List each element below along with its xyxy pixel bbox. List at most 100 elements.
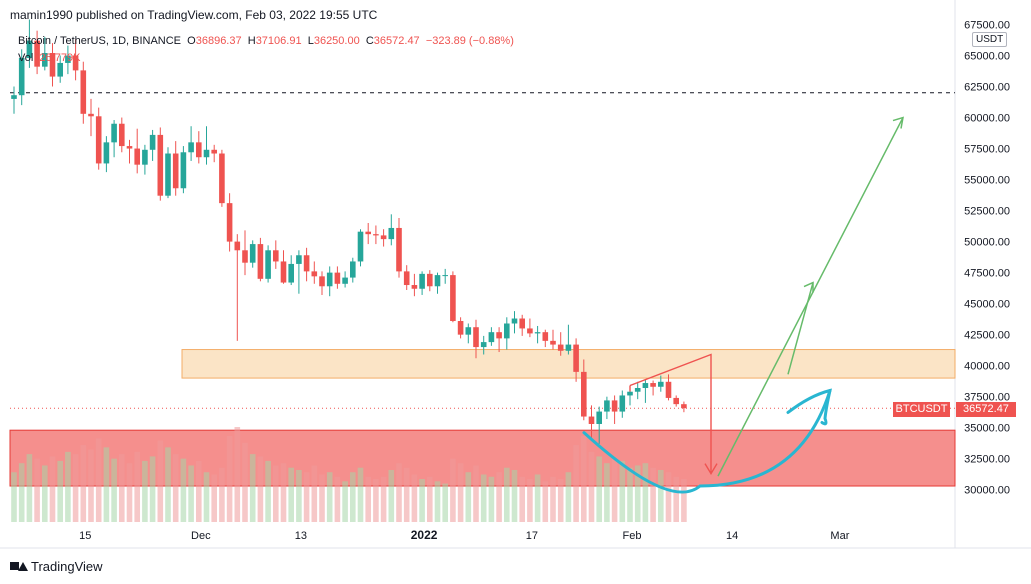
brand-name: TradingView <box>31 558 103 574</box>
currency-button[interactable]: USDT <box>972 32 1008 47</box>
candle-body <box>26 40 33 58</box>
close-value: 36572.47 <box>373 35 420 47</box>
volume-value: 26.779K <box>39 52 81 64</box>
red-projection-line <box>629 353 712 474</box>
volume-bar <box>465 472 472 522</box>
candle-body <box>249 244 256 263</box>
volume-bar <box>57 460 63 522</box>
volume-bar <box>650 467 656 522</box>
price-tick-label: 37500.00 <box>964 392 1010 404</box>
volume-bar <box>388 469 395 522</box>
volume-bar <box>581 436 587 522</box>
candle-body <box>396 227 402 272</box>
volume-bar <box>280 463 287 522</box>
candle-body <box>265 250 271 279</box>
volume-bar <box>442 483 448 522</box>
candle-body <box>373 234 379 236</box>
volume-bar <box>365 476 371 522</box>
green-target-line <box>717 117 904 477</box>
volume-bar <box>334 476 341 522</box>
drawings <box>582 116 904 494</box>
candle-body <box>280 261 287 283</box>
candle-body <box>18 57 25 96</box>
volume-bar <box>350 472 356 522</box>
volume-bar <box>588 451 595 522</box>
volume-bar <box>242 442 248 522</box>
last-price-tag: 36572.47 <box>956 402 1016 417</box>
volume-bar <box>80 445 87 522</box>
red-arrow-head <box>704 463 718 475</box>
volume-bar <box>165 447 171 522</box>
candle-body <box>496 332 502 339</box>
candle-body <box>72 55 79 71</box>
volume-bar <box>111 458 117 522</box>
volume-bar <box>219 467 225 522</box>
volume-bar <box>319 474 325 522</box>
volume-bar <box>658 469 664 522</box>
symbol-name[interactable]: Bitcoin / TetherUS, 1D, BINANCE <box>18 35 182 47</box>
candle-body <box>581 371 587 417</box>
volume-bars <box>11 427 687 522</box>
volume-bar <box>511 469 518 522</box>
volume-bar <box>634 465 641 522</box>
volume-bar <box>665 472 672 522</box>
candles <box>11 19 687 444</box>
volume-bar <box>42 465 48 522</box>
candle-body <box>357 231 364 262</box>
volume-bar <box>419 479 425 522</box>
volume-bar <box>627 467 633 522</box>
volume-bar <box>265 460 271 522</box>
candle-body <box>149 134 156 150</box>
volume-bar <box>480 474 487 522</box>
symbol-legend: Bitcoin / TetherUS, 1D, BINANCE O36896.3… <box>18 35 514 47</box>
green-arrow-head <box>892 116 904 129</box>
candle-body <box>365 231 371 235</box>
volume-bar <box>542 481 549 522</box>
volume-bar <box>396 463 402 522</box>
volume-bar <box>611 458 618 522</box>
volume-bar <box>88 449 94 522</box>
candle-body <box>511 318 518 324</box>
candle-body <box>488 332 495 343</box>
candle-body <box>534 332 541 334</box>
candle-body <box>111 123 117 143</box>
candle-body <box>142 149 148 165</box>
volume-bar <box>95 438 102 522</box>
price-axis: 67500.00 65000.00 62500.00 60000.00 57500.00… <box>964 19 1010 496</box>
volume-bar <box>519 476 525 522</box>
volume-bar <box>34 458 40 522</box>
candle-body <box>342 277 348 284</box>
volume-bar <box>49 456 56 522</box>
candle-body <box>172 153 179 189</box>
candle-body <box>473 327 479 348</box>
green-retest-arrow-head <box>803 281 814 293</box>
volume-bar <box>196 460 202 522</box>
high-label: H <box>247 35 256 47</box>
candle-body <box>634 388 641 392</box>
volume-bar <box>473 465 479 522</box>
footer-brand[interactable]: TradingView <box>10 558 103 574</box>
volume-bar <box>18 463 25 522</box>
volume-bar <box>119 454 125 522</box>
candle-body <box>273 250 279 262</box>
close-label: C <box>365 35 374 47</box>
candle-body <box>311 271 318 277</box>
candle-body <box>49 53 56 77</box>
open-value: 36896.37 <box>195 35 242 47</box>
time-tick-label: 14 <box>726 530 738 542</box>
volume-bar <box>565 472 572 522</box>
volume-bar <box>142 460 148 522</box>
candle-body <box>504 323 510 339</box>
time-tick-label: 13 <box>295 530 307 542</box>
volume-bar <box>427 476 433 522</box>
change-value: −323.89 (−0.88%) <box>425 35 514 47</box>
candle-body <box>242 250 248 263</box>
candle-body <box>565 344 572 351</box>
volume-bar <box>488 476 495 522</box>
price-tick-label: 52500.00 <box>964 206 1010 218</box>
price-tick-label: 55000.00 <box>964 175 1010 187</box>
volume-bar <box>673 476 679 522</box>
volume-bar <box>188 465 194 522</box>
price-tick-label: 50000.00 <box>964 237 1010 249</box>
